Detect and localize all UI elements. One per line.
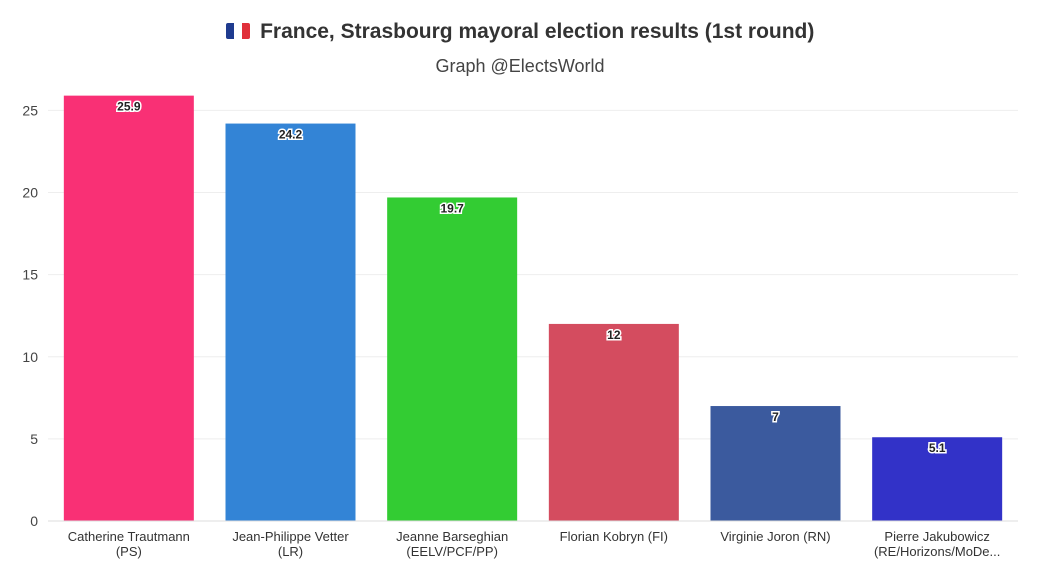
data-label: 12 [607,328,621,342]
data-label: 7 [772,410,779,424]
x-category-label: Virginie Joron (RN) [720,529,830,544]
y-tick-label: 20 [22,185,38,201]
bar[interactable] [710,406,841,521]
chart-subtitle: Graph @ElectsWorld [435,56,605,76]
bar[interactable] [387,197,518,521]
x-category-label: Jeanne Barseghian [396,529,508,544]
y-tick-label: 25 [22,102,38,118]
y-tick-label: 5 [30,431,38,447]
chart-title: France, Strasbourg mayoral election resu… [260,20,815,43]
x-category-label: (RE/Horizons/MoDe... [874,544,1000,559]
france-flag-icon [225,23,250,39]
flag-white-stripe [233,23,242,39]
bar[interactable] [63,95,194,522]
x-category-label: Florian Kobryn (FI) [560,529,668,544]
data-label: 25.9 [117,100,141,114]
y-tick-label: 10 [22,349,38,365]
x-category-label: (LR) [278,544,303,559]
bar[interactable] [548,323,679,521]
x-category-label: (EELV/PCF/PP) [406,544,498,559]
flag-blue-stripe [225,23,234,39]
flag-red-stripe [241,23,250,39]
x-category-label: Catherine Trautmann [68,529,190,544]
bar[interactable] [225,123,356,522]
data-label: 5.1 [929,441,946,455]
y-tick-label: 15 [22,267,38,283]
x-category-label: Pierre Jakubowicz [884,529,990,544]
x-category-label: (PS) [116,544,142,559]
y-tick-label: 0 [30,513,38,529]
bar[interactable] [872,437,1003,521]
data-label: 24.2 [279,128,303,142]
chart-title-row: France, Strasbourg mayoral election resu… [0,20,1040,44]
data-label: 19.7 [440,201,464,215]
x-category-label: Jean-Philippe Vetter [232,529,349,544]
